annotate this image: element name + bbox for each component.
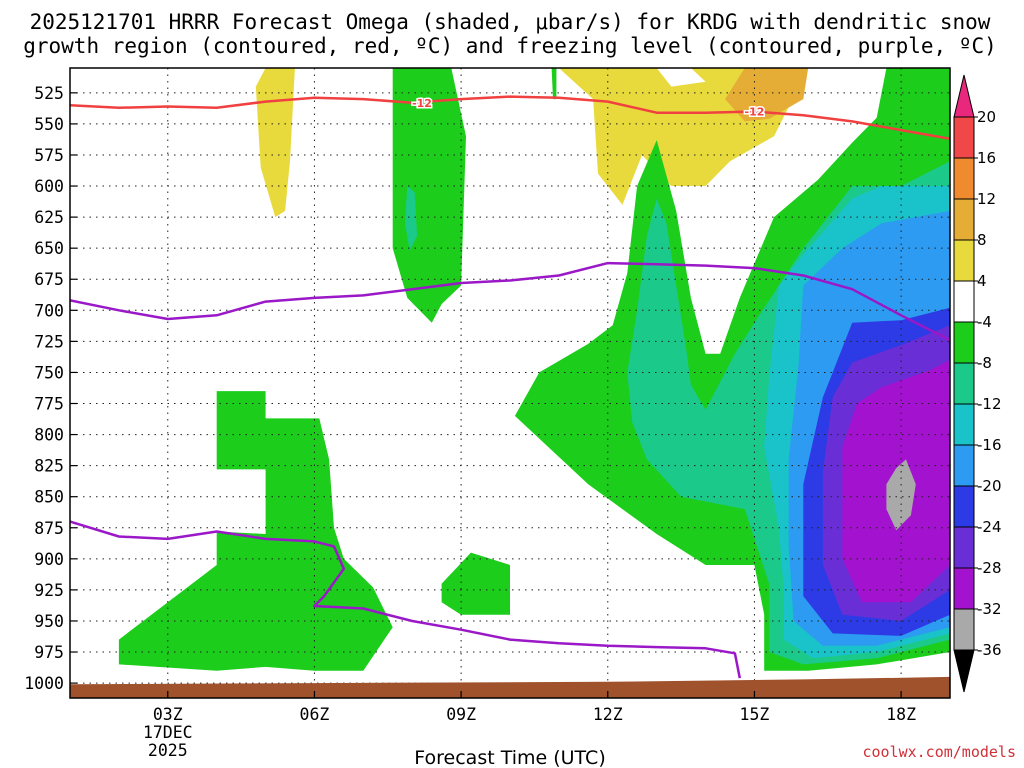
colorbar-under-arrow — [953, 649, 975, 693]
colorbar-tick-label: -4 — [977, 313, 992, 331]
y-tick-label: 875 — [34, 519, 64, 538]
y-tick-label: 675 — [34, 270, 64, 289]
y-tick-label: 900 — [34, 550, 64, 569]
colorbar-tick-label: -24 — [977, 518, 1002, 536]
y-tick-label: 625 — [34, 208, 64, 227]
x-tick-label: 12Z — [593, 705, 623, 724]
omega-region-m32 — [886, 459, 916, 531]
omega-region-m4 — [551, 68, 557, 100]
x-axis-label: Forecast Time (UTC) — [414, 747, 605, 768]
y-tick-label: 600 — [34, 177, 64, 196]
x-tick-label: 06Z — [300, 705, 330, 724]
freezing-level-contour-upper — [70, 261, 950, 342]
colorbar-bin — [953, 280, 975, 323]
y-tick-label: 750 — [34, 363, 64, 382]
colorbar-bin — [953, 116, 975, 159]
x-tick-label: 09Z — [446, 705, 476, 724]
omega-shading — [118, 68, 950, 671]
y-tick-label: 975 — [34, 643, 64, 662]
colorbar-tick-label: -28 — [977, 559, 1002, 577]
colorbar: 20 16 12 8 4 -4 -8 -12 -16 -20 -24 -28 -32 -36 — [953, 74, 1002, 693]
x-tick-label: 03Z — [153, 705, 183, 724]
omega-region-m4 — [118, 391, 393, 671]
colorbar-bin — [953, 198, 975, 241]
temperature-contours: -12 -12 — [70, 95, 950, 679]
terrain-fill — [70, 676, 950, 698]
colorbar-bin — [953, 485, 975, 528]
chart-title-line-1: 2025121701 HRRR Forecast Omega (shaded, … — [30, 10, 991, 34]
y-tick-label: 800 — [34, 426, 64, 445]
omega-region-4 — [255, 68, 295, 218]
colorbar-tick-label: -36 — [977, 641, 1002, 659]
colorbar-tick-label: -8 — [977, 354, 992, 372]
colorbar-bin — [953, 321, 975, 364]
dgz-minus12-contour — [70, 95, 950, 141]
omega-region-m4 — [392, 68, 466, 323]
omega-region-m4 — [441, 552, 510, 615]
colorbar-bin — [953, 157, 975, 200]
chart-title-line-2: growth region (contoured, red, ºC) and f… — [23, 34, 997, 58]
colorbar-over-arrow — [953, 74, 975, 118]
y-tick-label: 775 — [34, 395, 64, 414]
dgz-contour-label: -12 — [412, 97, 432, 110]
x-tick-label: 15Z — [740, 705, 770, 724]
colorbar-tick-label: -12 — [977, 395, 1002, 413]
colorbar-tick-label: 8 — [977, 231, 987, 249]
colorbar-tick-label: -32 — [977, 600, 1002, 618]
y-tick-label: 650 — [34, 239, 64, 258]
colorbar-bin — [953, 444, 975, 487]
omega-region-8 — [725, 68, 809, 122]
y-tick-label: 950 — [34, 612, 64, 631]
y-tick-label: 550 — [34, 115, 64, 134]
omega-region-m8 — [404, 186, 418, 251]
terrain — [70, 676, 950, 698]
freezing-level-contour-lower — [70, 520, 742, 679]
plot-frame — [69, 67, 951, 699]
colorbar-tick-label: 20 — [977, 108, 996, 126]
credit-text: coolwx.com/models — [862, 743, 1016, 761]
colorbar-tick-label: -20 — [977, 477, 1002, 495]
y-tick-label: 1000 — [24, 674, 64, 693]
dgz-contour-label: -12 — [745, 105, 765, 118]
x-tick-year: 2025 — [148, 741, 188, 760]
colorbar-bin — [953, 239, 975, 282]
colorbar-tick-label: 4 — [977, 272, 987, 290]
y-tick-label: 925 — [34, 581, 64, 600]
y-tick-label: 850 — [34, 488, 64, 507]
x-tick-label: 18Z — [886, 705, 916, 724]
y-tick-label: 825 — [34, 457, 64, 476]
colorbar-bin — [953, 526, 975, 569]
x-tick-date: 17DEC — [143, 723, 193, 742]
y-tick-label: 700 — [34, 301, 64, 320]
colorbar-bin — [953, 403, 975, 446]
colorbar-tick-label: 12 — [977, 190, 996, 208]
y-tick-label: 575 — [34, 146, 64, 165]
colorbar-bin — [953, 608, 975, 651]
colorbar-tick-label: -16 — [977, 436, 1002, 454]
y-tick-label: 725 — [34, 332, 64, 351]
colorbar-bin — [953, 362, 975, 405]
colorbar-bin — [953, 567, 975, 610]
y-tick-label: 525 — [34, 84, 64, 103]
y-axis: 525 550 575 600 625 650 675 700 725 750 775 800 825 8… — [24, 84, 77, 693]
grid-lines — [70, 68, 950, 698]
colorbar-tick-label: 16 — [977, 149, 996, 167]
